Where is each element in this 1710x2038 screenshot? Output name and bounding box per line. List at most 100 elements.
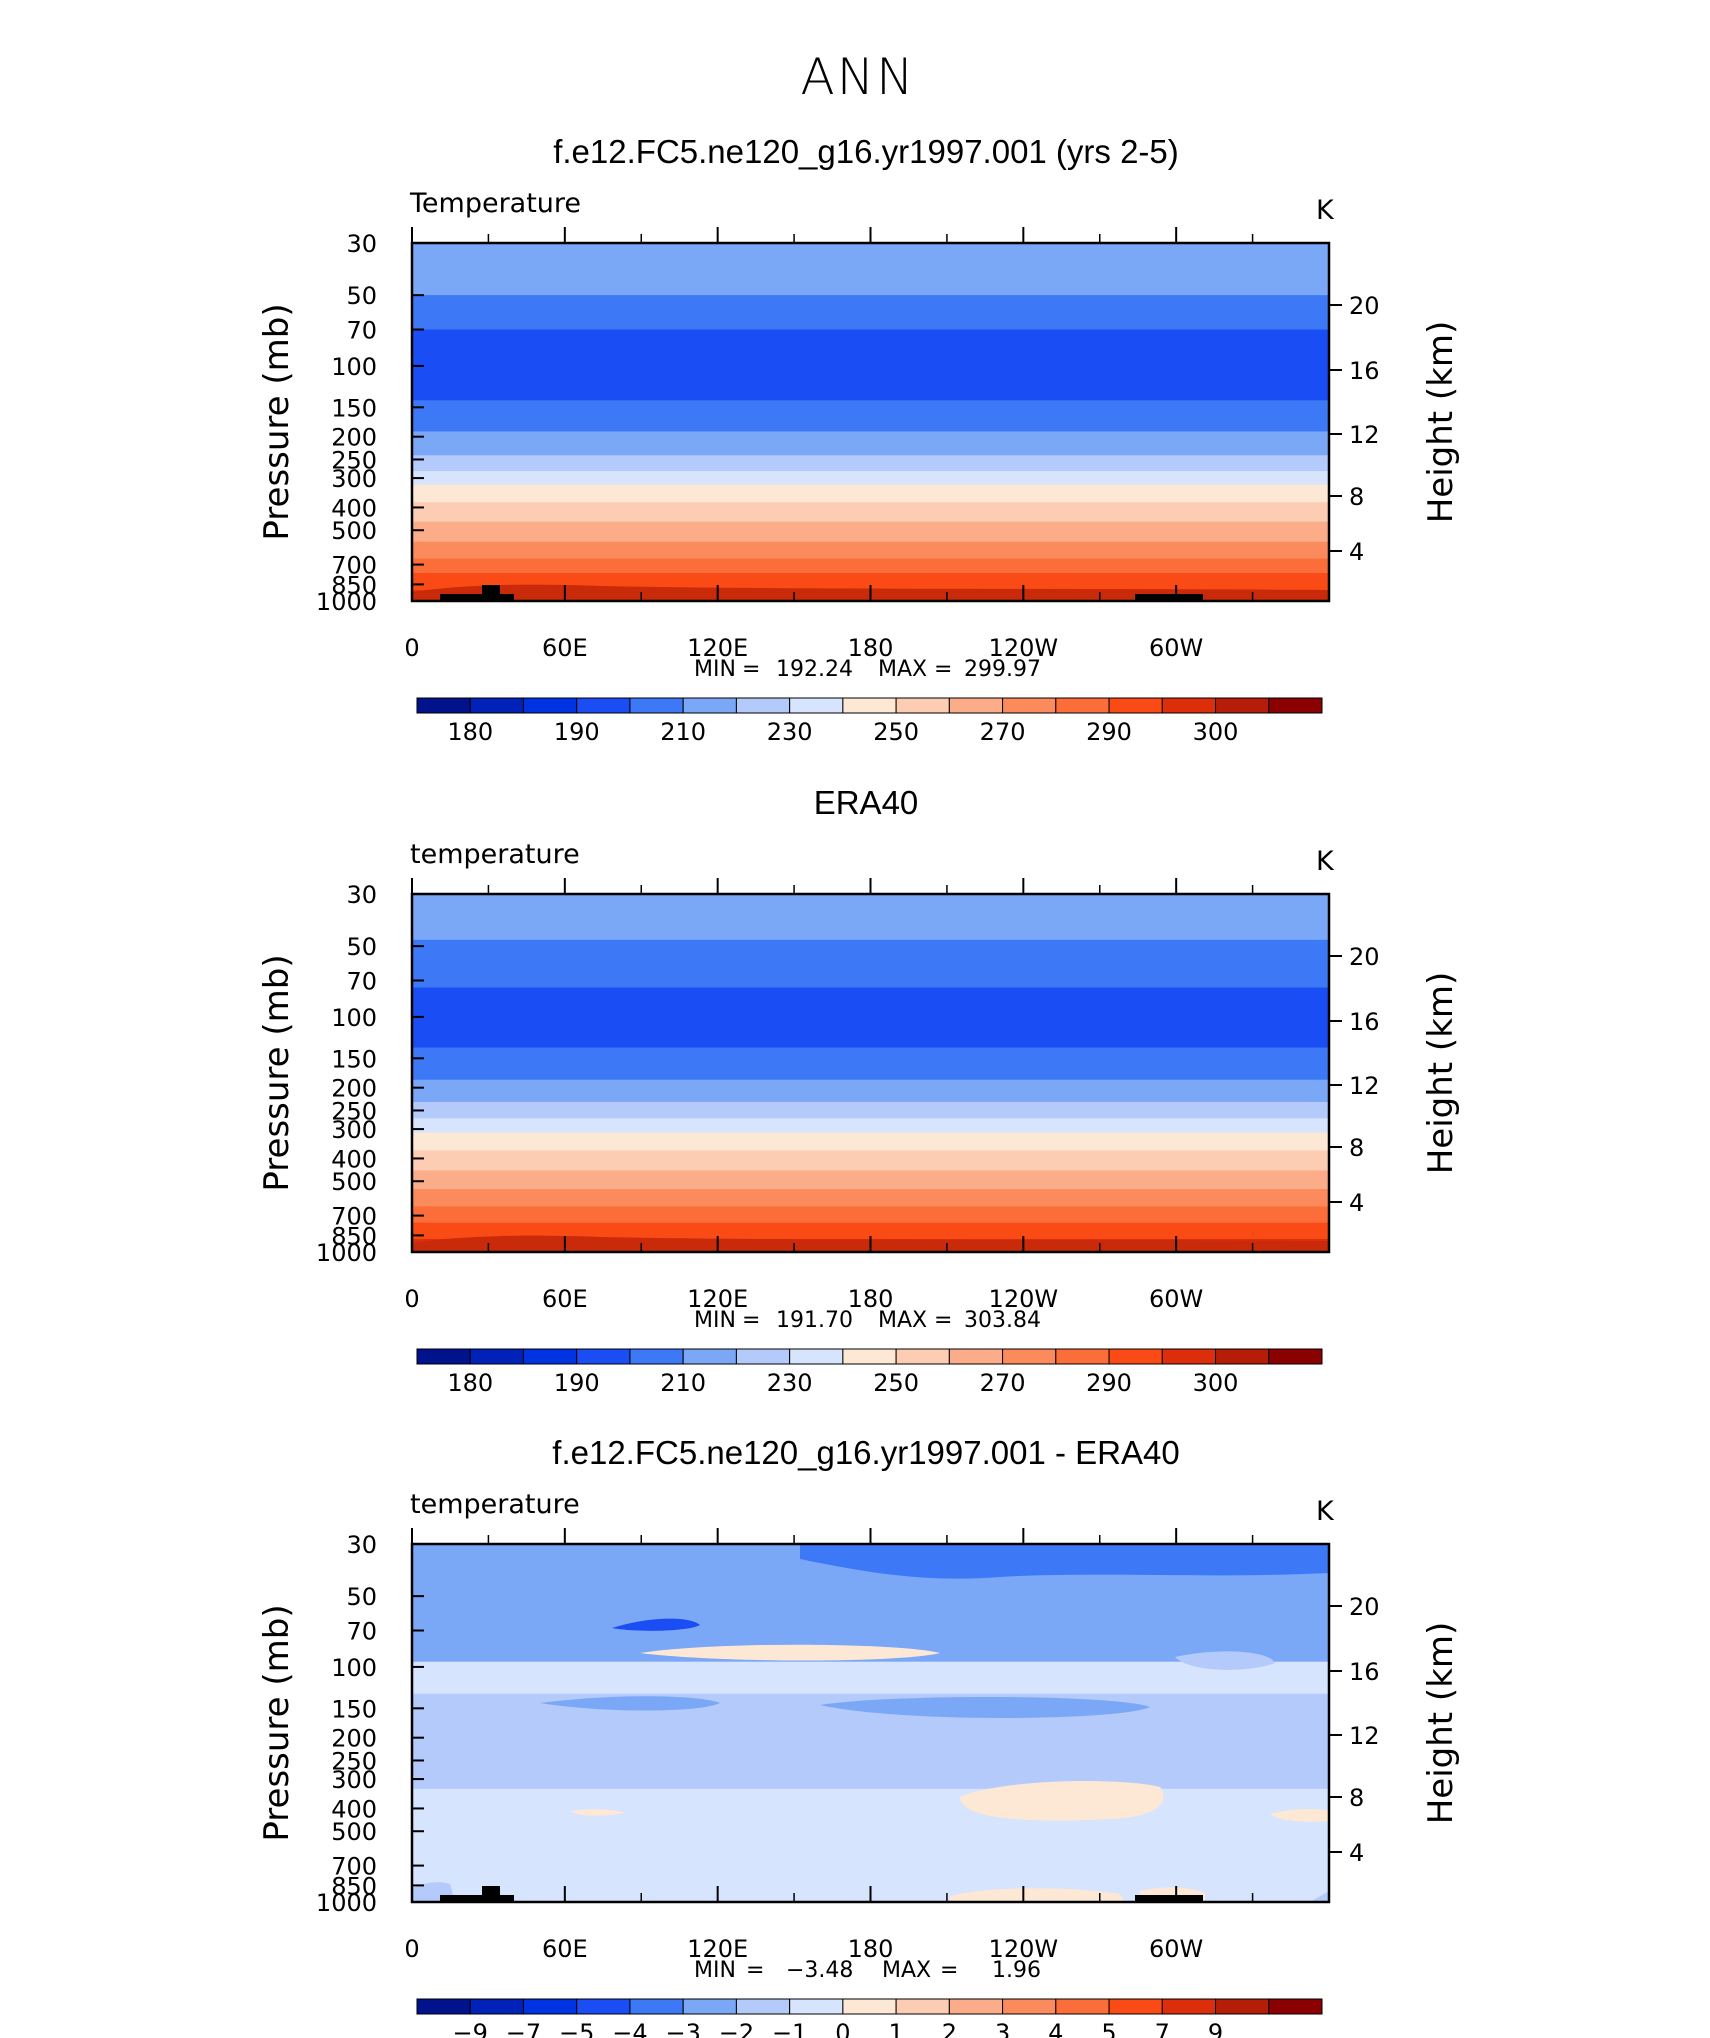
colorbar-swatch [1161,1998,1217,2015]
colorbar-swatch [416,697,471,714]
colorbar-label: 230 [767,1369,813,1397]
colorbar-swatch [416,1348,471,1365]
topography [1135,1895,1203,1902]
contour-band [412,484,1329,503]
y-tick-label: 30 [346,1531,377,1559]
x-tick-label: 60E [542,634,588,662]
colorbar-swatch [1215,1348,1270,1365]
y2-tick-label: 12 [1349,1722,1380,1750]
y2-ticks: 20 16 12 8 4 [1329,943,1380,1217]
colorbar-swatch [1002,697,1057,714]
colorbar-swatch [1055,1348,1110,1365]
x-tick-label: 180 [848,1285,894,1313]
colorbar-label: 1 [888,2019,903,2038]
y2-axis-label: Height (km) [1421,972,1461,1175]
y-tick-label: 1000 [316,1239,377,1267]
y2-tick-label: 20 [1349,1593,1380,1621]
contour-band [412,1222,1329,1240]
y2-tick-label: 16 [1349,1008,1380,1036]
y-tick-label: 700 [331,1853,377,1881]
plot-area [410,1542,1331,1904]
colorbar-label: −5 [559,2019,594,2038]
colorbar-swatch [895,1348,950,1365]
colorbar-label: 300 [1193,1369,1239,1397]
y-tick-label: 850 [331,571,377,599]
colorbar-swatch [735,1998,791,2015]
contour-band [412,572,1329,591]
colorbar-swatch [522,1998,578,2015]
y-tick-label: 500 [331,517,377,545]
colorbar: 180 190 210 230 250 270 290 300 [416,1348,1323,1397]
x-tick-label: 120W [989,634,1059,662]
y-tick-label: 250 [331,1097,377,1125]
colorbar-swatch [522,697,578,714]
colorbar-swatch [735,1348,791,1365]
stats-equals-max: = [934,1308,952,1333]
x-tick-label: 120E [687,1285,748,1313]
x-tick-label: 120W [989,1285,1059,1313]
contour-band [412,1751,1329,1790]
y-tick-label: 250 [331,1747,377,1775]
stats-max-label: MAX [882,1958,931,1983]
x-tick-label: 60W [1149,634,1203,662]
y-tick-label: 200 [331,1725,377,1753]
x-tick-label: 60E [542,1285,588,1313]
y2-tick-label: 12 [1349,421,1380,449]
colorbar-swatch [469,697,524,714]
colorbar-label: 0 [835,2019,850,2038]
y-tick-label: 300 [331,465,377,493]
colorbar-swatch [629,1998,684,2015]
colorbar: −9 −7 −5 −4 −3 −2 −1 0 1 2 3 4 5 7 9 [416,1998,1323,2038]
topography [482,1886,500,1896]
colorbar-label: −7 [506,2019,541,2038]
y-tick-label: 500 [331,1168,377,1196]
y2-tick-label: 8 [1349,1784,1364,1812]
y-tick-label: 50 [346,933,377,961]
y-tick-label: 850 [331,1872,377,1900]
colorbar-swatch [895,1998,950,2015]
y2-tick-label: 4 [1349,1839,1364,1867]
stats-max-value: 299.97 [964,657,1041,682]
x-tick-label: 180 [848,1935,894,1963]
colorbar-label: 250 [873,718,919,746]
y-tick-label: 70 [346,317,377,345]
stats-max-label: MAX [878,657,927,682]
y2-tick-label: 20 [1349,292,1380,320]
contour-band [412,1079,1329,1103]
colorbar-label: 180 [447,718,493,746]
colorbar-swatch [416,1998,471,2015]
y-axis-label: Pressure (mb) [257,954,297,1191]
y2-tick-label: 12 [1349,1072,1380,1100]
anomaly-region [1175,1651,1275,1670]
topography [1135,594,1203,601]
stats-equals-min: = [746,1958,764,1983]
y-tick-label: 70 [346,1618,377,1646]
y-axis-label: Pressure (mb) [257,303,297,540]
colorbar-label: 2 [942,2019,957,2038]
panel-title: f.e12.FC5.ne120_g16.yr1997.001 - ERA40 [552,1434,1179,1471]
contour-band [412,1150,1329,1171]
plot-area [410,241,1331,603]
colorbar-swatch [629,697,684,714]
y-tick-label: 100 [331,1654,377,1682]
anomaly-region [412,1544,620,1566]
y-tick-label: 400 [331,1795,377,1823]
colorbar-label: −4 [612,2019,647,2038]
anomaly-region [612,1618,700,1631]
contour-band [412,1661,1329,1695]
y-tick-label: 70 [346,968,377,996]
y2-tick-label: 16 [1349,1658,1380,1686]
stats-equals-min: = [742,1308,760,1333]
topography [440,1895,514,1902]
colorbar-swatch [1055,697,1110,714]
units-label: K [1316,195,1335,226]
stats-equals-max: = [940,1958,958,1983]
colorbar-label: −1 [772,2019,807,2038]
colorbar-swatch [629,1348,684,1365]
anomaly-region [960,1781,1164,1821]
contour-band [412,1206,1329,1224]
colorbar-swatch [1055,1998,1110,2015]
colorbar-label: 7 [1155,2019,1170,2038]
